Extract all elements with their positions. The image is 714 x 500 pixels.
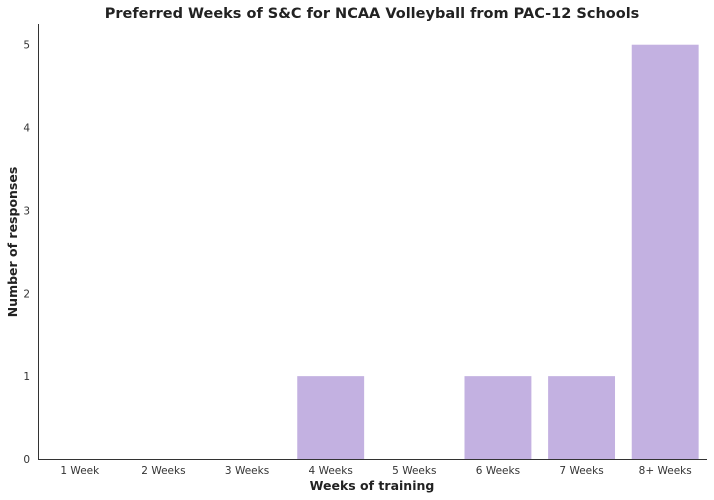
x-ticks-group: 1 Week 2 Weeks 3 Weeks 4 Weeks 5 Weeks 6 Week… (60, 465, 691, 477)
y-ticks-group: 0 1 2 3 4 5 (23, 40, 30, 466)
x-tick-label: 4 Weeks (309, 465, 353, 477)
y-tick-label: 1 (23, 371, 30, 383)
bar-8 (631, 44, 699, 460)
y-tick-label: 4 (23, 123, 30, 135)
bars-group (297, 44, 699, 460)
x-tick-label: 2 Weeks (141, 465, 185, 477)
bar-7 (548, 376, 616, 459)
x-tick-label: 1 Week (60, 465, 100, 477)
x-tick-label: 7 Weeks (559, 465, 603, 477)
y-tick-label: 3 (23, 205, 30, 217)
y-tick-label: 2 (23, 288, 30, 300)
x-tick-label: 6 Weeks (476, 465, 520, 477)
x-tick-label: 3 Weeks (225, 465, 269, 477)
bar-4 (297, 376, 365, 459)
y-tick-label: 5 (23, 40, 30, 52)
x-axis-label: Weeks of training (310, 478, 435, 493)
y-tick-label: 0 (23, 454, 30, 466)
x-tick-label: 5 Weeks (392, 465, 436, 477)
x-tick-label: 8+ Weeks (639, 465, 692, 477)
bar-6 (464, 376, 532, 459)
chart-title: Preferred Weeks of S&C for NCAA Volleyba… (105, 6, 640, 22)
y-axis-label: Number of responses (5, 167, 20, 318)
